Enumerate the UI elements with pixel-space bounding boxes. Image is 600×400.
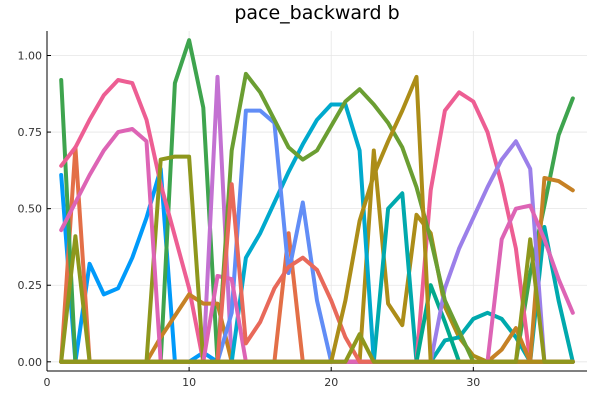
series-line-5 <box>59 148 575 364</box>
y-tick-label: 0.75 <box>18 126 43 139</box>
series-line-12 <box>59 139 575 364</box>
x-tick-label: 30 <box>466 376 480 389</box>
tick-labels: 0 10 20 30 0.00 0.25 0.50 0.75 1.00 <box>18 50 481 389</box>
series-group <box>59 38 575 364</box>
series-line-10 <box>59 154 575 364</box>
x-tick-label: 0 <box>44 376 51 389</box>
x-tick-label: 20 <box>324 376 338 389</box>
y-tick-label: 0.50 <box>18 203 43 216</box>
axes <box>46 31 587 372</box>
x-tick-label: 10 <box>182 376 196 389</box>
series-line-19 <box>59 237 575 364</box>
y-tick-label: 1.00 <box>18 50 43 63</box>
y-tick-label: 0.25 <box>18 279 43 292</box>
chart-title: pace_backward b <box>234 2 399 24</box>
series-line-1 <box>59 166 575 364</box>
series-line-2 <box>59 145 575 364</box>
y-tick-label: 0.00 <box>18 356 43 369</box>
series-line-3 <box>59 38 575 364</box>
series-line-11 <box>59 102 575 364</box>
